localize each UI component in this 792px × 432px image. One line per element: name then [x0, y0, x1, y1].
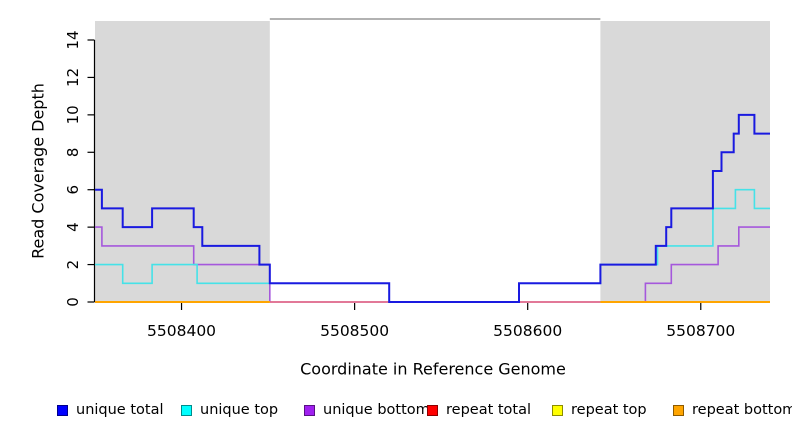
- legend-label: repeat total: [446, 402, 532, 418]
- legend-item-repeat-top: repeat top: [552, 398, 647, 422]
- legend-item-repeat-bottom: repeat bottom: [673, 398, 792, 422]
- y-tick-label: 4: [64, 222, 82, 232]
- y-tick-label: 2: [64, 260, 82, 270]
- series-unique-total: [95, 113, 770, 303]
- y-tick-label: 12: [64, 68, 82, 87]
- legend-label: repeat top: [571, 402, 647, 418]
- legend-swatch-unique-bottom: [304, 404, 315, 416]
- legend: unique total unique top unique bottom re…: [0, 398, 792, 422]
- repeat-region-shading: [600, 21, 770, 302]
- legend-swatch-unique-top: [181, 404, 192, 416]
- plot-area: 0 2 4 6 8 10 12 14 5508400 5508500 5508600 5508700: [64, 18, 770, 340]
- series-unique-bottom: [95, 226, 770, 303]
- legend-swatch-unique-total: [57, 404, 68, 416]
- x-axis-title: Coordinate in Reference Genome: [300, 359, 566, 379]
- legend-swatch-repeat-top: [552, 404, 563, 416]
- x-tick-label: 5508400: [147, 322, 216, 340]
- repeat-region-shading: [95, 21, 270, 302]
- y-tick-label: 10: [64, 105, 82, 124]
- x-tick-label: 5508500: [320, 322, 389, 340]
- legend-item-unique-total: unique total: [57, 398, 164, 422]
- y-tick-label: 6: [64, 185, 82, 195]
- y-tick-label: 0: [64, 297, 82, 307]
- legend-swatch-repeat-total: [427, 404, 438, 416]
- y-axis-title: Read Coverage Depth: [28, 83, 48, 259]
- legend-item-unique-top: unique top: [181, 398, 278, 422]
- x-tick-label: 5508600: [493, 322, 562, 340]
- legend-item-repeat-total: repeat total: [427, 398, 531, 422]
- legend-label: repeat bottom: [692, 402, 792, 418]
- legend-item-unique-bottom: unique bottom: [304, 398, 430, 422]
- x-tick-label: 5508700: [666, 322, 735, 340]
- y-tick-label: 8: [64, 148, 82, 158]
- legend-label: unique top: [200, 402, 279, 418]
- legend-swatch-repeat-bottom: [673, 404, 684, 416]
- legend-label: unique bottom: [323, 402, 430, 418]
- y-tick-label: 14: [64, 30, 82, 49]
- legend-label: unique total: [76, 402, 164, 418]
